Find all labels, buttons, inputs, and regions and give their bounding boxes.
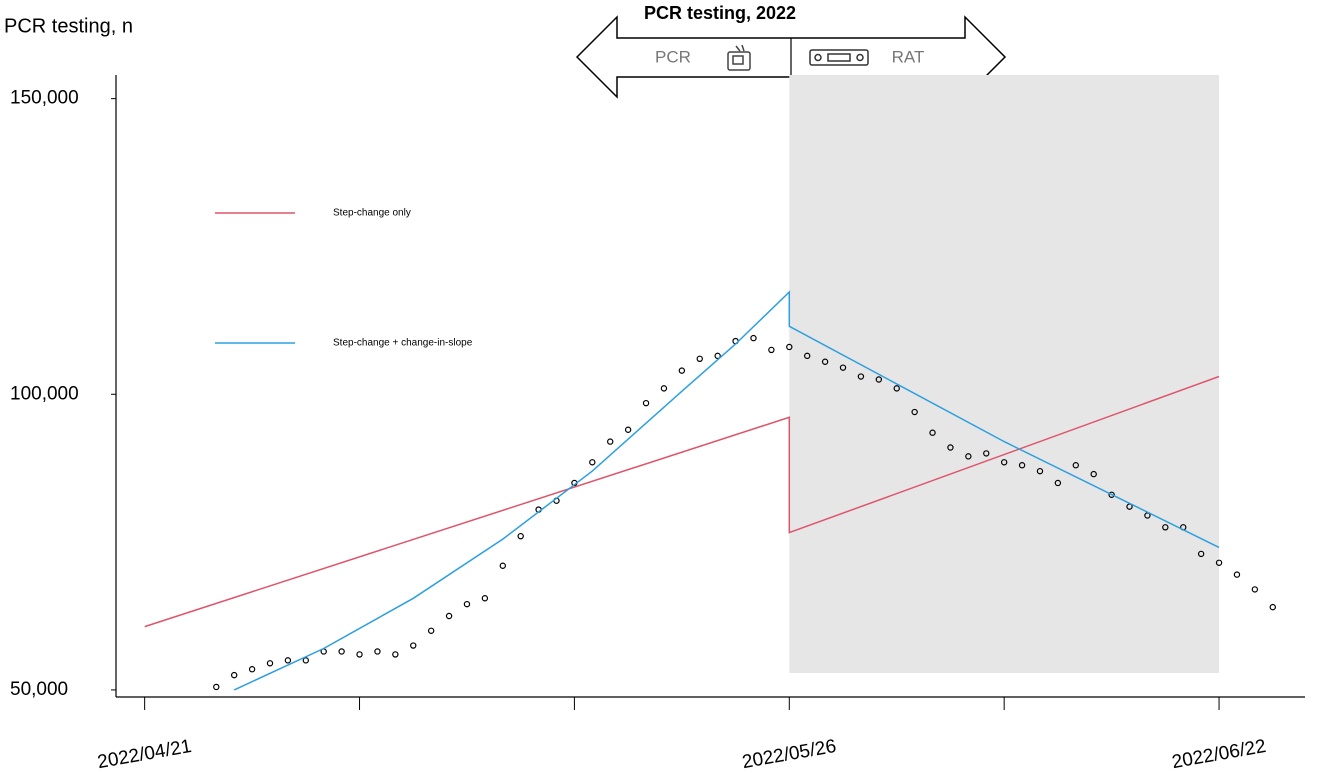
- data-point: [589, 459, 596, 466]
- pcr-icon: [727, 44, 751, 71]
- data-point: [893, 385, 900, 392]
- legend-label: Step-change only: [333, 208, 411, 219]
- series-line: [233, 290, 1220, 691]
- data-point: [517, 532, 524, 540]
- data-point: [624, 426, 632, 433]
- data-point: [1162, 524, 1169, 531]
- data-point: [1251, 586, 1259, 593]
- data-point: [1072, 462, 1079, 469]
- data-point: [1090, 470, 1097, 478]
- data-point: [338, 648, 345, 655]
- y-tick-label: 100,000: [10, 383, 79, 404]
- data-point: [642, 399, 650, 407]
- data-point: [911, 408, 918, 416]
- data-point: [427, 627, 435, 634]
- series-line: [144, 375, 1220, 628]
- plot-area: 50,000 100,000 150,000 2022/04/21 2022/05/26…: [10, 75, 1305, 773]
- data-point: [1000, 459, 1008, 466]
- data-point: [1215, 559, 1223, 566]
- data-point: [714, 352, 721, 360]
- data-point: [481, 595, 489, 602]
- rat-icon: [809, 49, 869, 66]
- data-point: [983, 450, 990, 457]
- phase-label: PCR: [655, 47, 691, 66]
- data-point: [213, 683, 220, 691]
- phase-label: RAT: [892, 47, 925, 66]
- data-point: [230, 671, 238, 679]
- data-point: [410, 642, 417, 649]
- data-point: [839, 364, 847, 371]
- y-tick-label: 50,000: [10, 679, 68, 700]
- data-point: [356, 651, 363, 658]
- y-axis-label: PCR testing, n: [4, 15, 133, 37]
- data-point: [445, 612, 453, 620]
- data-point: [929, 429, 936, 436]
- y-tick-label: 150,000: [10, 88, 79, 109]
- data-point: [786, 343, 793, 351]
- x-tick-label: 2022/06/22: [1170, 736, 1267, 773]
- data-point: [1269, 603, 1276, 611]
- data-point: [875, 376, 883, 383]
- data-point: [965, 453, 972, 460]
- data-point: [803, 352, 811, 360]
- data-point: [266, 660, 274, 667]
- data-point: [768, 346, 775, 354]
- legend-label: Step-change + change-in-slope: [333, 338, 473, 349]
- data-point: [1018, 462, 1026, 469]
- data-point: [1054, 479, 1062, 487]
- data-point: [678, 367, 686, 374]
- data-point: [392, 651, 399, 658]
- chart-title: PCR testing, 2022: [644, 3, 796, 23]
- data-point: [284, 657, 292, 664]
- shaded-region: [789, 75, 1220, 673]
- data-point: [1233, 571, 1241, 578]
- data-point: [696, 355, 703, 363]
- data-point: [1036, 467, 1044, 475]
- data-point: [1108, 491, 1115, 498]
- data-point: [821, 358, 829, 365]
- data-point: [302, 657, 310, 664]
- data-point: [947, 444, 954, 451]
- data-point: [660, 385, 668, 392]
- x-tick-label: 2022/05/26: [741, 736, 838, 773]
- data-point: [857, 373, 865, 380]
- data-point: [750, 334, 757, 342]
- data-point: [607, 438, 614, 445]
- data-point: [248, 666, 256, 673]
- data-point: [499, 562, 506, 569]
- data-point: [463, 600, 471, 608]
- x-tick-label: 2022/04/21: [96, 736, 193, 773]
- data-point: [374, 648, 381, 655]
- data-point: [1197, 550, 1205, 558]
